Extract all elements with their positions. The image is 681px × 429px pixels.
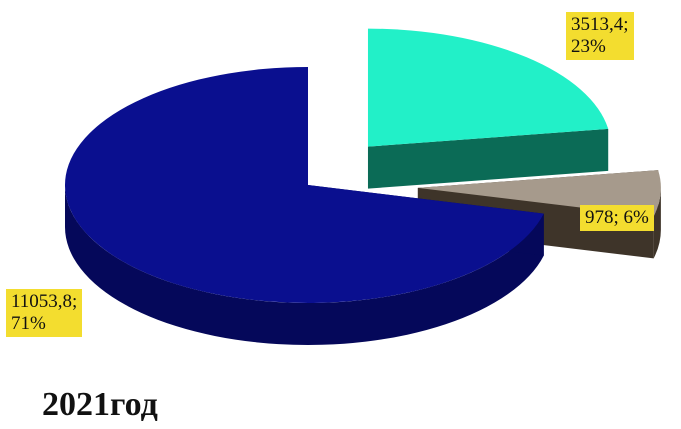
pie-side-brown [653, 187, 661, 259]
data-label-brown: 978; 6% [580, 205, 654, 231]
pie-slice-blue [64, 67, 544, 303]
data-label-blue: 11053,8; 71% [6, 289, 83, 337]
data-label-cyan: 3513,4; 23% [566, 12, 634, 60]
pie-slice-cyan [367, 28, 609, 147]
data-label-cyan-percent: 23% [571, 36, 606, 57]
pie-slice-brown [417, 170, 661, 217]
data-label-blue-value: 11053,8; [11, 291, 78, 312]
data-label-brown-text: 978; 6% [585, 207, 649, 228]
data-label-blue-percent: 71% [11, 313, 46, 334]
chart-title: 2021год [42, 386, 158, 423]
pie-wall-cyan-1 [367, 128, 609, 189]
pie-tops-group [64, 28, 661, 303]
data-label-cyan-value: 3513,4; [571, 14, 629, 35]
pie-side-blue [65, 185, 544, 345]
